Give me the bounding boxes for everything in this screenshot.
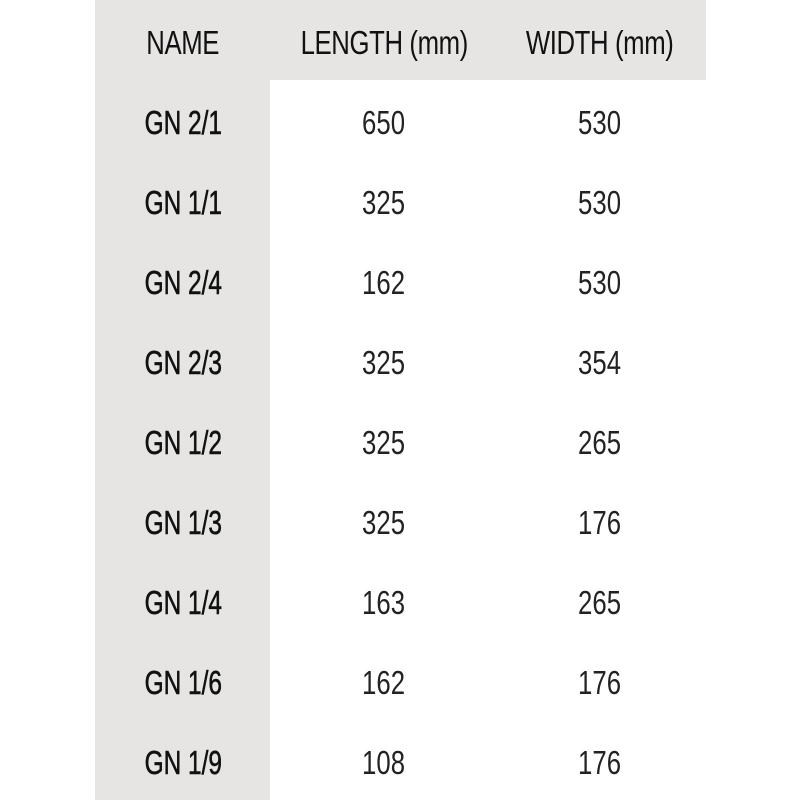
- cell-width-text: 176: [578, 744, 622, 781]
- cell-width-text: 176: [578, 664, 622, 701]
- cell-length: 163: [264, 563, 504, 643]
- cell-width-text: 530: [578, 264, 622, 301]
- cell-name-text: GN 2/3: [144, 344, 222, 382]
- cell-name-text: GN 1/9: [144, 744, 222, 782]
- cell-length-text: 325: [362, 424, 406, 461]
- cell-length: 162: [264, 243, 504, 323]
- cell-length: 650: [264, 83, 504, 163]
- header-length: LENGTH (mm): [264, 3, 504, 83]
- cell-length: 325: [264, 163, 504, 243]
- cell-name: GN 2/1: [63, 83, 303, 163]
- cell-length-text: 162: [362, 264, 406, 301]
- cell-name-text: GN 1/3: [144, 504, 222, 542]
- cell-length: 325: [264, 403, 504, 483]
- cell-length: 325: [264, 323, 504, 403]
- cell-name-text: GN 2/4: [144, 264, 222, 302]
- cell-name: GN 1/9: [63, 723, 303, 803]
- cell-length: 325: [264, 483, 504, 563]
- cell-length-text: 650: [362, 104, 406, 141]
- cell-width-text: 265: [578, 424, 622, 461]
- name-column-background: [95, 0, 270, 800]
- cell-width-text: 265: [578, 584, 622, 621]
- cell-width-text: 354: [578, 344, 622, 381]
- cell-width: 265: [480, 403, 720, 483]
- cell-width-text: 530: [578, 184, 622, 221]
- header-width: WIDTH (mm): [480, 3, 720, 83]
- cell-width-text: 176: [578, 504, 622, 541]
- cell-length-text: 325: [362, 504, 406, 541]
- cell-name: GN 2/3: [63, 323, 303, 403]
- cell-name-text: GN 1/4: [144, 584, 222, 622]
- cell-name-text: GN 2/1: [144, 104, 222, 142]
- header-name-text: NAME: [146, 24, 220, 61]
- cell-length: 162: [264, 643, 504, 723]
- cell-name: GN 1/4: [63, 563, 303, 643]
- cell-length: 108: [264, 723, 504, 803]
- cell-width: 265: [480, 563, 720, 643]
- cell-width: 530: [480, 163, 720, 243]
- cell-width: 176: [480, 483, 720, 563]
- cell-name: GN 1/6: [63, 643, 303, 723]
- cell-name: GN 2/4: [63, 243, 303, 323]
- cell-width: 176: [480, 723, 720, 803]
- cell-name-text: GN 1/1: [144, 184, 222, 222]
- cell-length-text: 108: [362, 744, 406, 781]
- cell-width: 176: [480, 643, 720, 723]
- cell-name-text: GN 1/2: [144, 424, 222, 462]
- cell-name: GN 1/1: [63, 163, 303, 243]
- header-name: NAME: [63, 3, 303, 83]
- cell-length-text: 325: [362, 344, 406, 381]
- header-length-text: LENGTH (mm): [300, 24, 468, 61]
- cell-name-text: GN 1/6: [144, 664, 222, 702]
- cell-width: 530: [480, 243, 720, 323]
- cell-name: GN 1/2: [63, 403, 303, 483]
- cell-length-text: 325: [362, 184, 406, 221]
- cell-width: 354: [480, 323, 720, 403]
- cell-width: 530: [480, 83, 720, 163]
- header-width-text: WIDTH (mm): [526, 24, 674, 61]
- cell-length-text: 162: [362, 664, 406, 701]
- cell-width-text: 530: [578, 104, 622, 141]
- header-row-background: [95, 0, 706, 80]
- cell-name: GN 1/3: [63, 483, 303, 563]
- cell-length-text: 163: [362, 584, 406, 621]
